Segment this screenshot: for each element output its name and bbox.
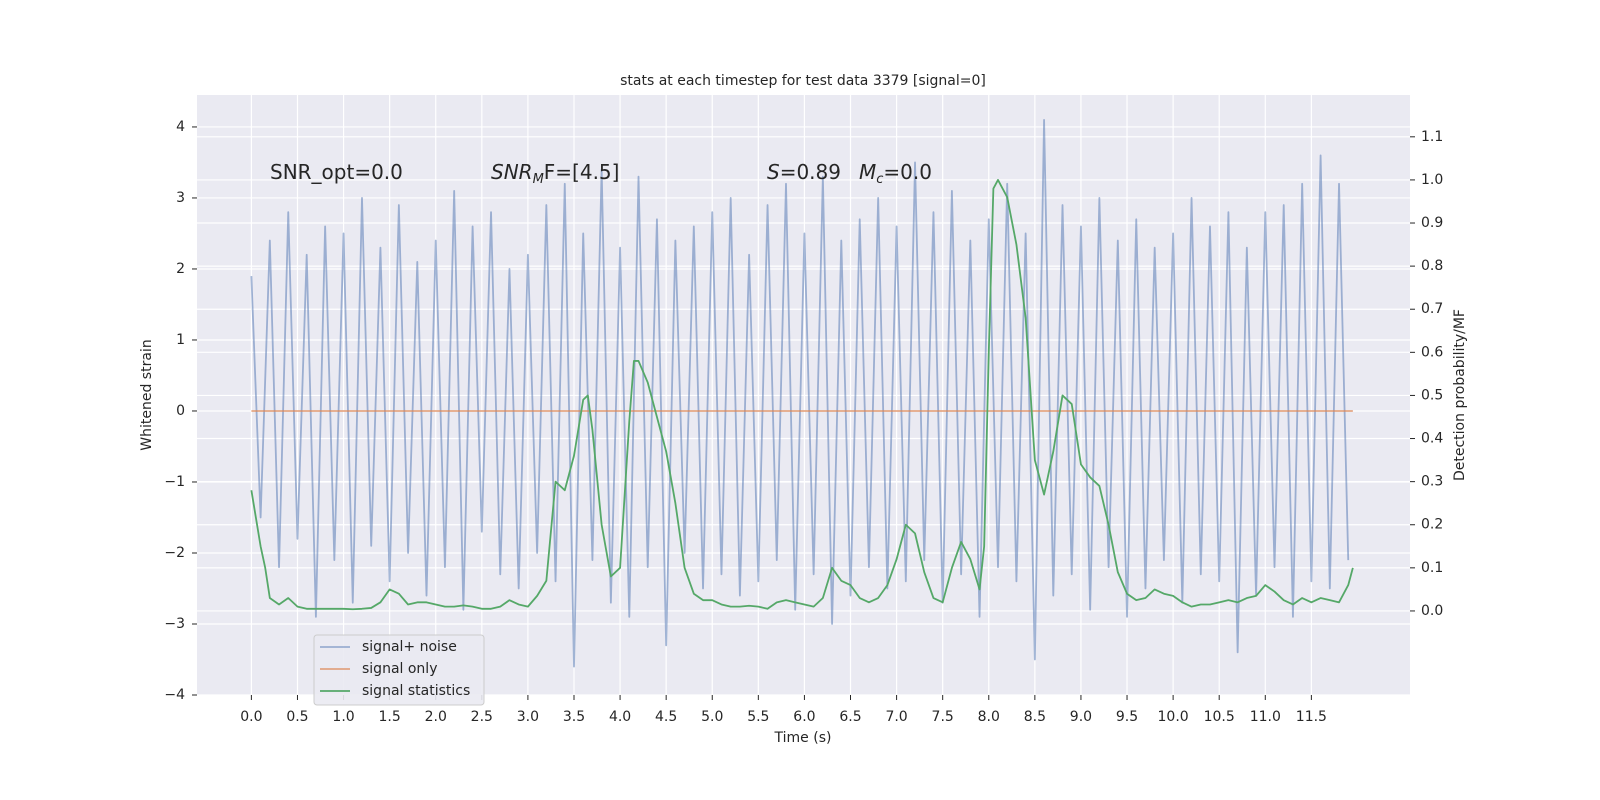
annotation-part: =0.89 <box>780 160 841 184</box>
y-tick-label: 2 <box>176 261 185 277</box>
x-tick-label: 0.5 <box>286 709 308 725</box>
y-tick-label: 1 <box>176 332 185 348</box>
y2-tick-label: 0.8 <box>1421 258 1443 274</box>
y-axis-label: Whitened strain <box>139 339 155 450</box>
y2-tick-label: 0.5 <box>1421 387 1443 403</box>
annotation-part: S <box>767 160 780 184</box>
x-tick-label: 9.0 <box>1070 709 1092 725</box>
x-tick-label: 4.0 <box>609 709 631 725</box>
y2-tick-label: 0.4 <box>1421 431 1443 447</box>
x-axis-label: Time (s) <box>774 730 832 746</box>
y2-tick-label: 0.2 <box>1421 517 1443 533</box>
x-tick-label: 7.0 <box>885 709 907 725</box>
y2-tick-label: 0.0 <box>1421 603 1443 619</box>
x-tick-label: 4.5 <box>655 709 677 725</box>
y2-tick-label: 0.7 <box>1421 301 1443 317</box>
legend: signal+ noise signal only signal statistic… <box>313 634 485 706</box>
x-tick-label: 3.5 <box>563 709 585 725</box>
x-tick-label: 8.0 <box>978 709 1000 725</box>
x-tick-label: 0.0 <box>240 709 262 725</box>
data-line <box>250 179 1354 611</box>
x-tick-label: 3.0 <box>517 709 539 725</box>
annotation: SNR_opt=0.0 <box>270 160 403 184</box>
annotation: Mc=0.0 <box>859 160 932 187</box>
x-tick-label: 8.5 <box>1024 709 1046 725</box>
x-tick-label: 2.5 <box>471 709 493 725</box>
annotation-part: F=[4.5] <box>544 160 620 184</box>
x-tick-label: 2.0 <box>425 709 447 725</box>
legend-label: signal only <box>362 661 437 677</box>
x-tick-label: 9.5 <box>1116 709 1138 725</box>
x-tick-label: 5.0 <box>701 709 723 725</box>
x-tick-label: 11.5 <box>1296 709 1327 725</box>
y-tick-label: −3 <box>164 616 185 632</box>
x-tick-label: 1.5 <box>379 709 401 725</box>
x-tick-label: 6.0 <box>793 709 815 725</box>
data-line <box>250 118 1350 668</box>
y2-tick-label: 1.0 <box>1421 172 1443 188</box>
y2-tick-label: 1.1 <box>1421 129 1443 145</box>
annotation-part: c <box>876 172 883 187</box>
x-tick-label: 1.0 <box>332 709 354 725</box>
y2-tick-label: 0.6 <box>1421 344 1443 360</box>
y-tick-label: 3 <box>176 190 185 206</box>
annotation: SNRMF=[4.5] <box>491 160 619 187</box>
y2-axis-label: Detection probability/MF <box>1452 309 1468 481</box>
x-tick-label: 5.5 <box>747 709 769 725</box>
y2-tick-label: 0.9 <box>1421 215 1443 231</box>
x-tick-label: 10.5 <box>1204 709 1235 725</box>
legend-label: signal statistics <box>362 683 470 699</box>
y-tick-label: −4 <box>164 687 185 703</box>
legend-box <box>313 634 485 706</box>
annotation-part: M <box>859 160 876 184</box>
legend-label: signal+ noise <box>362 639 457 655</box>
annotation-part: SNR_opt=0.0 <box>270 160 403 184</box>
annotation: S=0.89 <box>767 160 841 184</box>
y2-tick-label: 0.3 <box>1421 474 1443 490</box>
x-tick-label: 6.5 <box>839 709 861 725</box>
annotation-part: M <box>533 172 544 187</box>
y-tick-label: 4 <box>176 119 185 135</box>
x-tick-label: 10.0 <box>1158 709 1189 725</box>
annotation-part: SNR <box>491 160 533 184</box>
y2-tick-label: 0.1 <box>1421 560 1443 576</box>
x-tick-label: 11.0 <box>1250 709 1281 725</box>
y-tick-label: −1 <box>164 474 185 490</box>
y-tick-label: 0 <box>176 403 185 419</box>
annotation-part: =0.0 <box>883 160 932 184</box>
chart-title: stats at each timestep for test data 337… <box>620 73 986 89</box>
x-tick-label: 7.5 <box>932 709 954 725</box>
y-tick-label: −2 <box>164 545 185 561</box>
